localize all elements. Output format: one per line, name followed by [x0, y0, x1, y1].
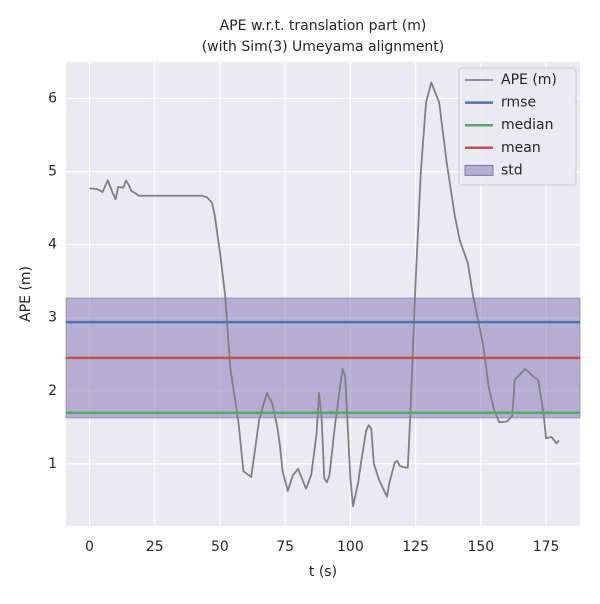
legend: APE (m) rmse median mean std: [458, 67, 577, 186]
legend-label: median: [501, 117, 553, 133]
legend-label: std: [501, 162, 523, 178]
x-tick-label: 25: [146, 539, 164, 555]
x-tick-label: 0: [85, 539, 94, 555]
y-tick-label: 1: [48, 456, 57, 472]
ape-line: [89, 81, 560, 508]
y-tick-label: 5: [48, 164, 57, 180]
x-tick-label: 150: [467, 539, 494, 555]
y-tick-label: 2: [48, 383, 57, 399]
chart-title: APE w.r.t. translation part (m): [220, 18, 427, 34]
legend-swatch: [464, 164, 494, 176]
x-tick-label: 175: [533, 539, 560, 555]
legend-box: [458, 67, 577, 186]
legend-label: mean: [501, 140, 541, 156]
x-tick-label: 100: [337, 539, 364, 555]
x-tick-label: 50: [211, 539, 229, 555]
y-tick-label: 3: [48, 310, 57, 326]
y-axis-label: APE (m): [18, 266, 34, 322]
chart-subtitle: (with Sim(3) Umeyama alignment): [202, 39, 445, 55]
x-axis-label: t (s): [309, 564, 337, 580]
x-tick-label: 125: [402, 539, 429, 555]
x-tick-label: 75: [276, 539, 294, 555]
legend-label: rmse: [501, 95, 536, 111]
legend-label: APE (m): [501, 72, 557, 88]
y-tick-label: 6: [48, 91, 57, 107]
y-tick-label: 4: [48, 237, 57, 253]
